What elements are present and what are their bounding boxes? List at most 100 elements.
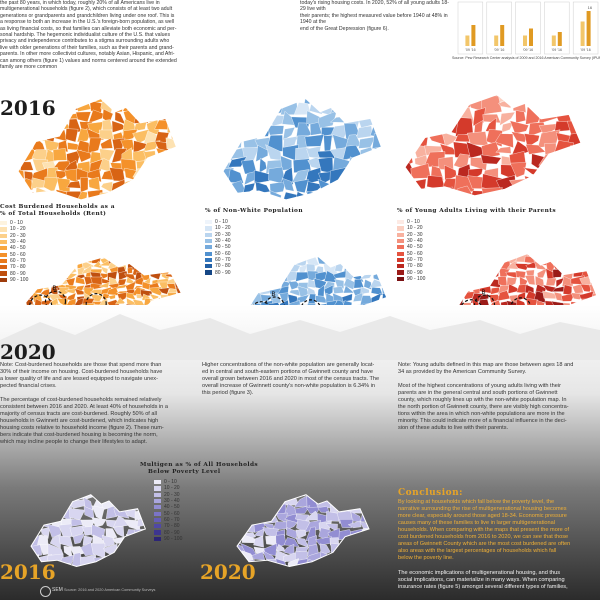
tract (75, 111, 92, 123)
tract (552, 255, 564, 264)
tract (178, 268, 182, 274)
tract (135, 546, 146, 556)
tract (25, 272, 35, 281)
tract (573, 96, 581, 113)
tract (405, 97, 418, 114)
tract (515, 110, 527, 124)
tract (241, 506, 256, 515)
tract (284, 494, 296, 499)
tract (18, 505, 28, 519)
tract (495, 146, 512, 154)
tract (32, 267, 45, 274)
map-point-label: B (272, 292, 276, 298)
tract (481, 253, 494, 267)
intro-line: generations or grandparents and grandchi… (0, 12, 175, 19)
tract (545, 277, 557, 286)
tract (348, 180, 362, 194)
tract (144, 545, 146, 557)
tract (18, 148, 23, 165)
tract (32, 109, 46, 125)
tract (222, 499, 235, 506)
tract (460, 260, 471, 274)
tract (18, 256, 28, 264)
tract (282, 255, 291, 259)
legend-label: 10 - 20 (10, 226, 26, 233)
legend-swatch (205, 257, 212, 263)
tract (385, 174, 401, 191)
tract (339, 542, 351, 556)
tract (555, 277, 565, 288)
tract (424, 145, 443, 156)
tract (237, 512, 246, 525)
legend-item: 10 - 20 (0, 226, 150, 232)
tract (22, 260, 37, 269)
tract (241, 280, 245, 291)
year-2020-heading: 2020 (0, 340, 56, 364)
tract (252, 277, 262, 289)
legend-swatch (0, 277, 7, 282)
tract (259, 157, 267, 174)
tract (107, 256, 120, 260)
tract (56, 198, 69, 200)
tract (18, 279, 19, 286)
tract (537, 267, 548, 279)
tract (370, 536, 372, 548)
tract (356, 125, 374, 139)
legend-swatch (397, 245, 404, 250)
county-outline (404, 94, 582, 197)
tract (176, 256, 182, 260)
tract (293, 179, 309, 194)
legend-item: 40 - 50 (397, 244, 597, 250)
legend-label: 40 - 50 (10, 245, 26, 252)
tract (255, 144, 269, 163)
legend-swatch (154, 492, 161, 497)
tract (120, 98, 137, 104)
tract (72, 256, 87, 259)
chart-panel (544, 1, 570, 55)
tract (147, 510, 148, 519)
chart-x-tick: '09 '16 (465, 48, 475, 52)
tract (260, 278, 272, 289)
legend-item: 20 - 30 (0, 233, 150, 239)
conclusion-line: below the poverty line. (398, 555, 454, 561)
tract (372, 166, 382, 186)
legend-label: 20 - 30 (407, 231, 423, 238)
tract (41, 277, 51, 283)
tract (251, 273, 263, 281)
tract (131, 98, 150, 105)
tract (158, 256, 170, 265)
tract (0, 282, 11, 289)
tract (405, 94, 416, 98)
legend-label: 70 - 80 (215, 263, 231, 270)
tract (342, 255, 357, 257)
tract (72, 533, 86, 545)
tract (512, 96, 527, 113)
tract (222, 490, 236, 499)
tract (254, 513, 266, 522)
tract (267, 98, 285, 107)
tract (153, 101, 172, 114)
text-young-adults-2020: Note: Young adults defined in this map a… (398, 362, 598, 432)
tract (165, 187, 177, 200)
tract (80, 542, 96, 556)
tract (165, 101, 177, 109)
tract (35, 186, 47, 200)
conclusion-line: more clear, especially around those aged… (398, 513, 567, 519)
tract (566, 163, 581, 181)
conclusion-line: The economic implications of multigenera… (398, 570, 561, 576)
legend-item: 40 - 50 (154, 504, 300, 510)
tract (184, 282, 185, 291)
tract (506, 260, 519, 270)
north-label: SEM (52, 587, 63, 593)
tract (439, 94, 460, 104)
tract (65, 128, 79, 143)
tract (31, 252, 44, 256)
tract (355, 189, 372, 200)
tract (148, 186, 160, 200)
legend-swatch (154, 524, 161, 529)
legend-swatch (397, 232, 404, 237)
legend-label: 30 - 40 (164, 498, 180, 505)
tract (584, 163, 585, 180)
tract (373, 159, 382, 175)
tract (454, 284, 465, 295)
